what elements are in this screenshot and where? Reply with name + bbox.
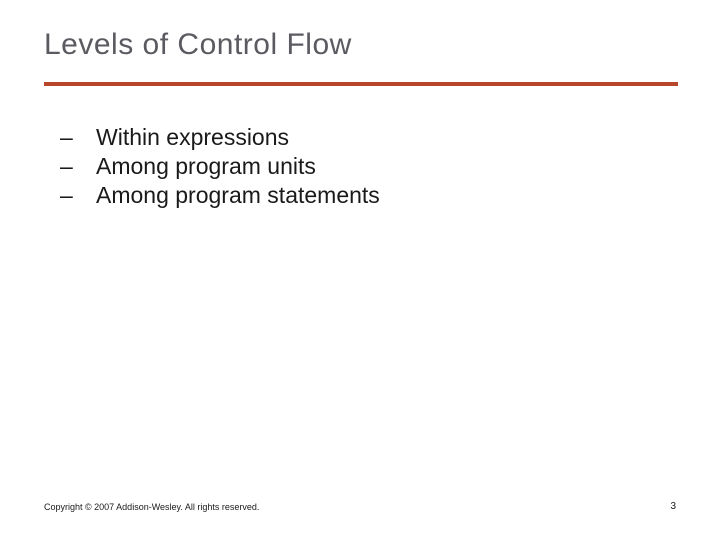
bullet-list: – Within expressions – Among program uni… <box>54 124 380 211</box>
list-item: – Among program statements <box>54 182 380 209</box>
bullet-marker: – <box>54 153 96 180</box>
list-item: – Among program units <box>54 153 380 180</box>
page-number: 3 <box>670 501 676 512</box>
bullet-text: Within expressions <box>96 124 289 151</box>
slide-title: Levels of Control Flow <box>44 28 352 62</box>
bullet-text: Among program units <box>96 153 316 180</box>
bullet-marker: – <box>54 182 96 209</box>
bullet-marker: – <box>54 124 96 151</box>
bullet-text: Among program statements <box>96 182 380 209</box>
copyright-footer: Copyright © 2007 Addison-Wesley. All rig… <box>44 502 259 512</box>
list-item: – Within expressions <box>54 124 380 151</box>
title-rule <box>44 82 678 86</box>
